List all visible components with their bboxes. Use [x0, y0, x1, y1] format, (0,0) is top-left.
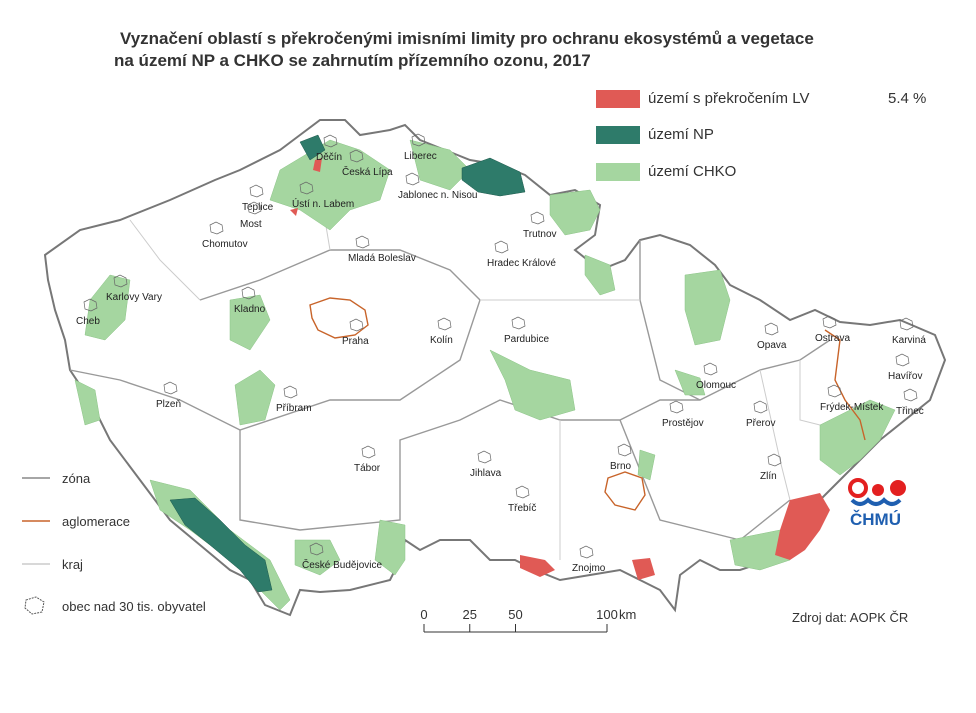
city-outline: [494, 240, 509, 254]
city-label: Znojmo: [572, 563, 606, 574]
city-outline: [669, 400, 684, 414]
city-label: Chomutov: [202, 239, 248, 250]
city-label: Třebíč: [508, 503, 536, 514]
city-label: Prostějov: [662, 418, 704, 429]
city-outline: [309, 542, 324, 556]
np-areas: [169, 134, 526, 593]
city-outline: [477, 450, 492, 464]
city-label: Karlovy Vary: [106, 292, 162, 303]
city-label: Karviná: [892, 335, 926, 346]
city-label: Jablonec n. Nisou: [398, 190, 478, 201]
city-outline: [323, 134, 338, 148]
city-outline: [405, 172, 420, 186]
city-label: Trutnov: [523, 229, 557, 240]
city-outline: [899, 317, 914, 331]
city-label: Česká Lípa: [342, 165, 393, 178]
city-outline: [113, 274, 128, 288]
legend-swatch: [596, 90, 640, 108]
legend-label: kraj: [62, 557, 83, 572]
city-label: Olomouc: [696, 380, 736, 391]
city-label: Opava: [757, 340, 787, 351]
city-outline: [764, 322, 779, 336]
source: Zdroj dat: AOPK ČR: [792, 610, 908, 625]
city-outline: [163, 381, 178, 395]
city-label: Teplice: [242, 202, 274, 213]
city-outline: [903, 388, 918, 402]
scale-label: 25: [463, 607, 477, 622]
city-outline: [703, 362, 718, 376]
scale-bar: 0 25 50 100 km: [420, 607, 636, 633]
city-label: Přerov: [746, 418, 775, 429]
city-outline: [83, 298, 98, 312]
legend-value: 5.4 %: [888, 90, 926, 107]
city-label: Havířov: [888, 371, 922, 382]
title-line: na území NP a CHKO se zahrnutím přízemní…: [114, 51, 591, 70]
city-outline: [249, 184, 264, 198]
city-label: Cheb: [76, 316, 100, 327]
city-outline: [530, 211, 545, 225]
city-outline: [283, 385, 298, 399]
legend-label: území CHKO: [648, 163, 736, 180]
legend-swatch: [596, 126, 640, 144]
city-label: Pardubice: [504, 334, 549, 345]
legend-icon: [24, 596, 45, 615]
city-outline: [579, 545, 594, 559]
city-label: Brno: [610, 461, 632, 472]
logo: ČHMÚ: [848, 478, 906, 529]
city-label: Most: [240, 219, 262, 230]
chko-areas: [74, 139, 896, 611]
city-label: Děčín: [316, 152, 342, 163]
city-outline: [247, 201, 262, 215]
city-outline: [349, 318, 364, 332]
city-label: Kladno: [234, 304, 266, 315]
legend-label: území NP: [648, 126, 714, 143]
city-label: Jihlava: [470, 468, 502, 479]
city-outline: [437, 317, 452, 331]
scale-unit: km: [619, 607, 636, 622]
city-outline: [515, 485, 530, 499]
city-label: Ústí n. Labem: [292, 197, 354, 210]
city-outline: [349, 149, 364, 163]
title-line: Vyznačení oblastí s překročenými imisním…: [120, 29, 814, 48]
city-outline: [822, 315, 837, 329]
city-label: Zlín: [760, 471, 777, 482]
city-label: Třinec: [896, 406, 924, 417]
city-outline: [209, 221, 224, 235]
city-label: Liberec: [404, 151, 437, 162]
legend-label: zóna: [62, 471, 91, 486]
city-outline: [753, 400, 768, 414]
city-label: Ostrava: [815, 333, 850, 344]
city-outline: [511, 316, 526, 330]
city-label: Hradec Králové: [487, 258, 556, 269]
legend-label: obec nad 30 tis. obyvatel: [62, 599, 206, 614]
city-label: Mladá Boleslav: [348, 253, 416, 264]
legend-label: území s překročením LV: [648, 90, 809, 107]
city-outline: [895, 353, 910, 367]
city-label: Příbram: [276, 403, 312, 414]
scale-label: 100: [596, 607, 618, 622]
city-outline: [767, 453, 782, 467]
city-label: Plzeň: [156, 399, 181, 410]
city-label: Kolín: [430, 335, 453, 346]
legend-label: aglomerace: [62, 514, 130, 529]
scale-label: 50: [508, 607, 522, 622]
city-outline: [361, 445, 376, 459]
city-outline: [241, 286, 256, 300]
city-outline: [827, 384, 842, 398]
city-label: Praha: [342, 336, 369, 347]
exceedance-areas: [290, 158, 830, 580]
city-outline: [299, 181, 314, 195]
city-outline: [355, 235, 370, 249]
city-label: Frýdek-Místek: [820, 402, 884, 413]
legend-swatch: [596, 163, 640, 181]
scale-label: 0: [420, 607, 427, 622]
city-label: Tábor: [354, 463, 381, 474]
city-outline: [411, 133, 426, 147]
city-label: České Budějovice: [302, 558, 382, 571]
logo-text: ČHMÚ: [850, 510, 901, 529]
city-outline: [617, 443, 632, 457]
